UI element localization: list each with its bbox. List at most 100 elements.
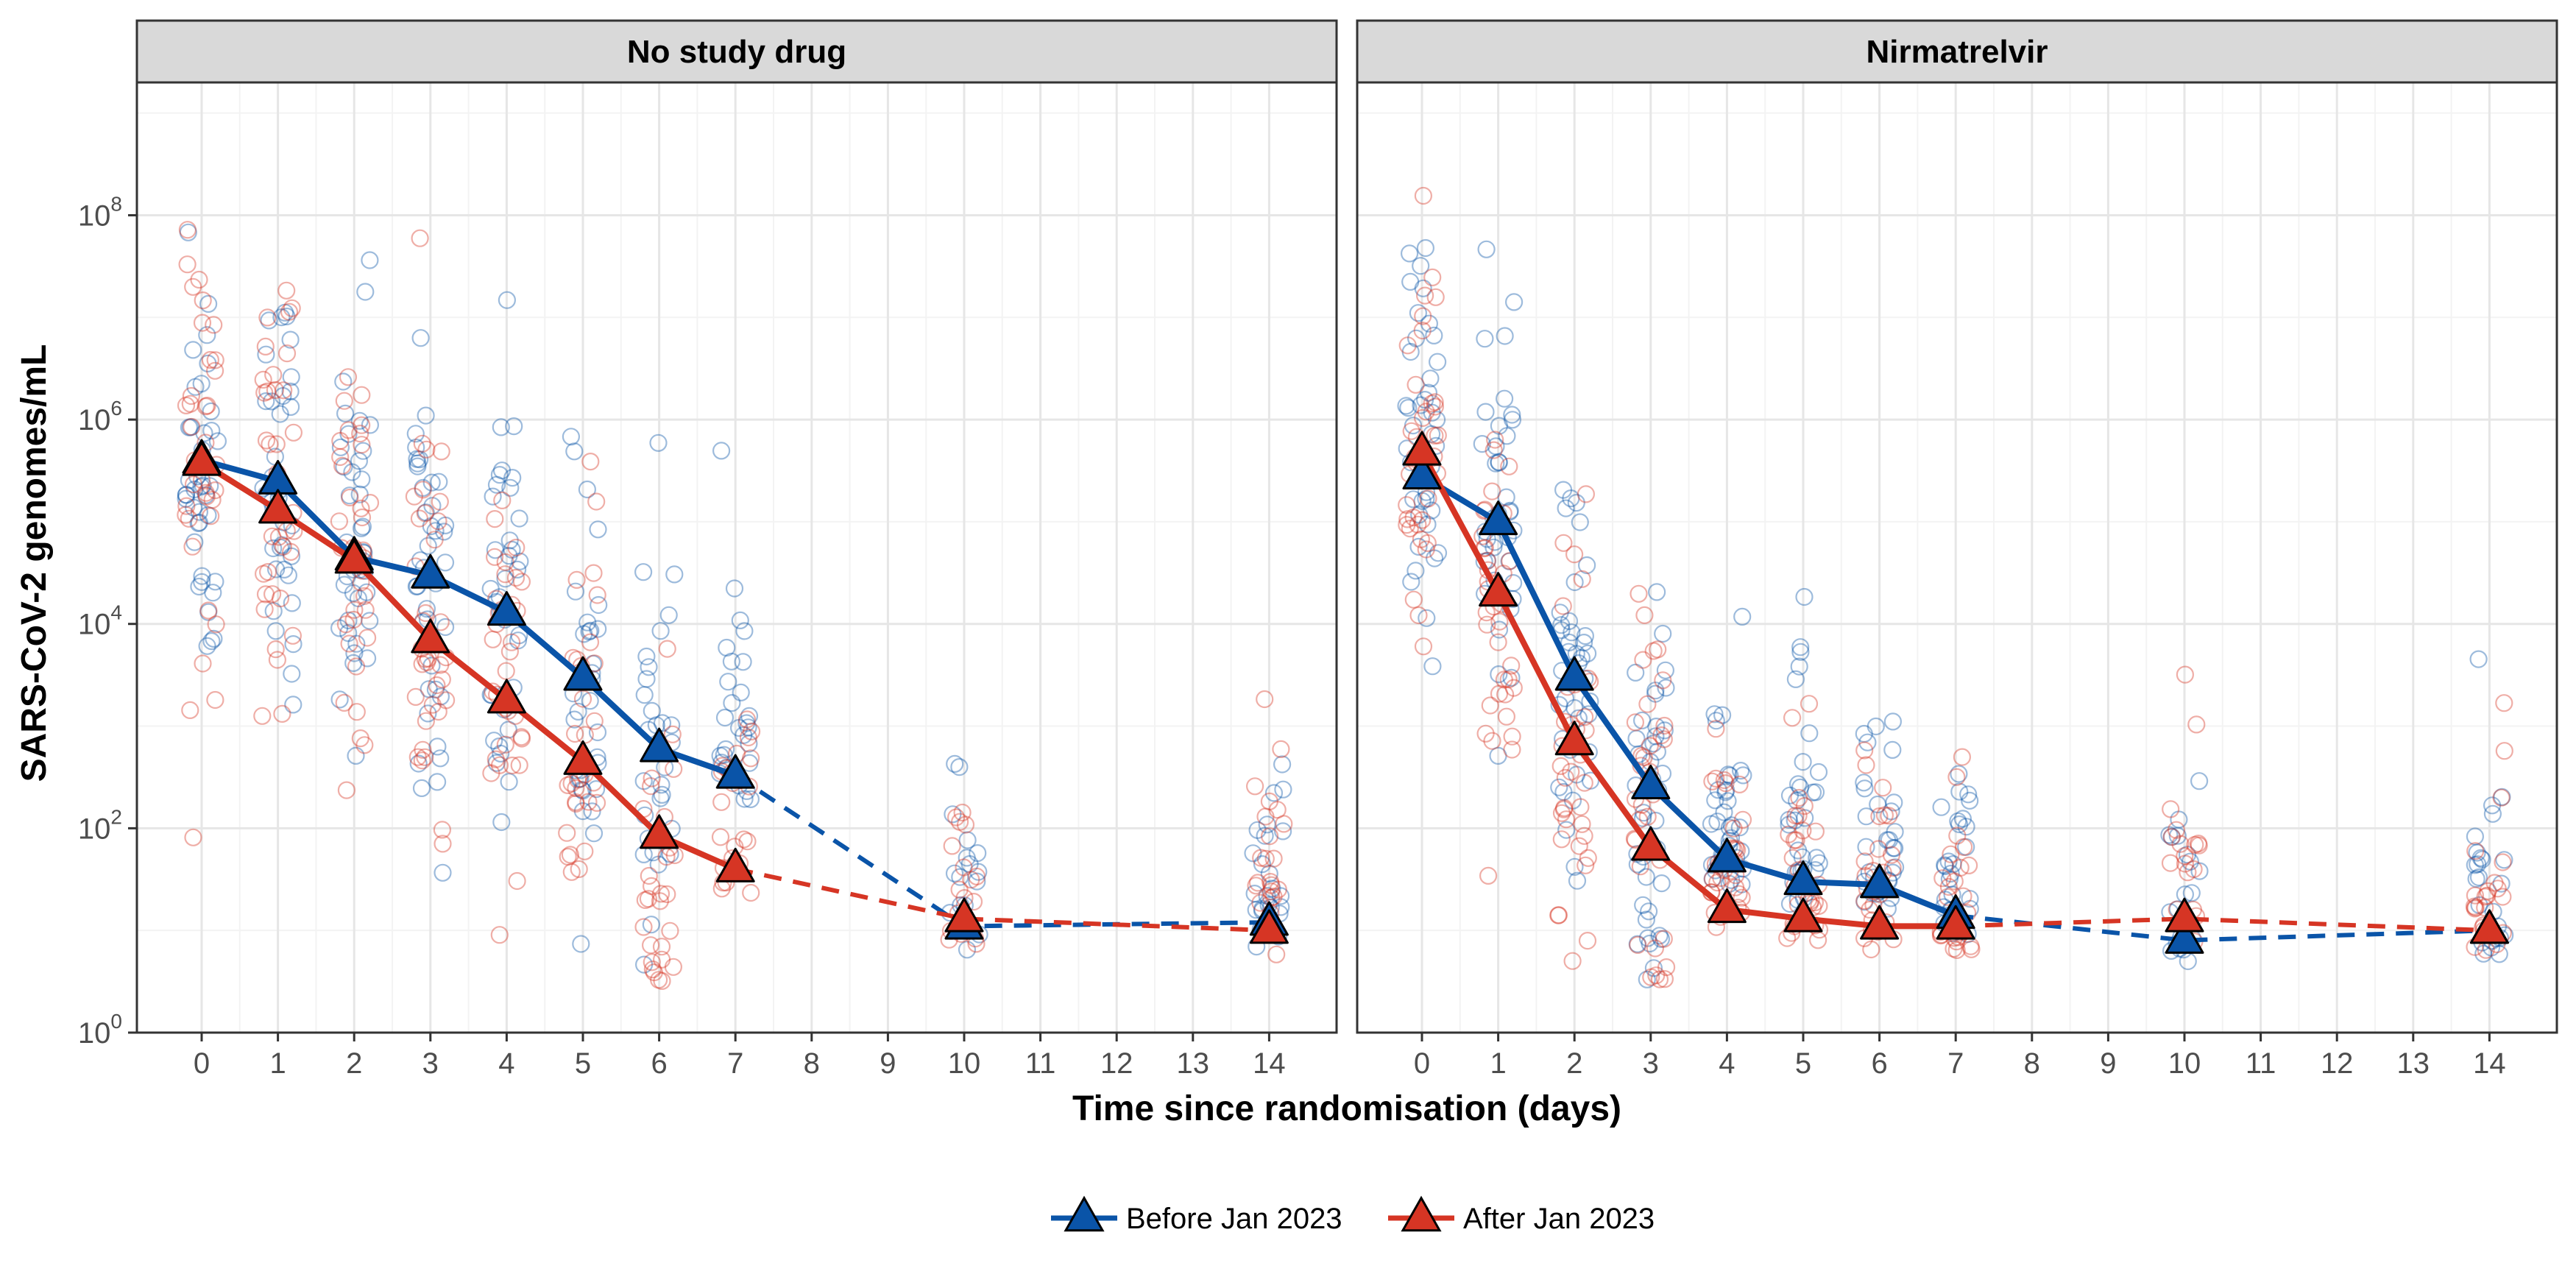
sample-point — [1401, 519, 1419, 538]
sample-point — [1476, 330, 1494, 348]
sample-point — [1869, 840, 1888, 858]
sample-point — [2483, 804, 2502, 823]
sample-point — [1271, 887, 1290, 905]
sample-point — [1708, 873, 1727, 892]
sample-point — [1638, 695, 1657, 713]
sample-point — [1960, 856, 1978, 875]
sample-point — [484, 630, 502, 648]
sample-point — [1707, 769, 1725, 788]
sample-point — [1810, 896, 1828, 916]
sample-point — [417, 406, 435, 425]
sample-point — [2494, 888, 2512, 906]
sample-point — [1557, 499, 1575, 517]
sample-point — [573, 782, 592, 800]
sample-point — [1273, 822, 1292, 841]
sample-point — [1556, 768, 1574, 787]
sample-point — [1412, 396, 1430, 414]
sample-point — [570, 860, 588, 879]
sample-point — [264, 539, 283, 558]
sample-point — [1245, 777, 1264, 796]
sample-point — [1412, 530, 1431, 548]
sample-point — [1498, 427, 1516, 445]
sample-point — [496, 570, 514, 588]
sample-point — [282, 542, 300, 562]
sample-point — [1716, 774, 1735, 793]
sample-point — [1724, 819, 1743, 838]
sample-point — [208, 432, 227, 450]
sample-point — [1503, 411, 1522, 429]
sample-point — [261, 435, 279, 453]
sample-point — [1490, 684, 1509, 703]
sample-point — [280, 302, 299, 321]
sample-point — [202, 631, 221, 651]
sample-point — [953, 803, 972, 822]
sample-point — [197, 397, 215, 416]
sample-point — [1404, 508, 1423, 527]
sample-point — [1862, 940, 1880, 959]
sample-point — [493, 491, 512, 510]
sample-point — [2167, 821, 2185, 839]
sample-point — [1657, 679, 1675, 697]
legend-key-marker — [1401, 1195, 1442, 1232]
sample-point — [1414, 307, 1432, 325]
sample-point — [1947, 941, 1966, 960]
sample-point — [1562, 762, 1580, 781]
sample-point — [1269, 880, 1287, 899]
sample-point — [274, 386, 292, 406]
sample-point — [1953, 810, 1972, 828]
sample-point — [417, 440, 436, 459]
sample-point — [946, 808, 966, 827]
sample-point — [558, 824, 576, 842]
mean-marker — [1707, 888, 1747, 924]
mean-marker — [258, 489, 298, 524]
sample-point — [643, 769, 661, 788]
sample-point — [559, 776, 577, 795]
sample-point — [1874, 779, 1892, 797]
sample-point — [271, 405, 289, 423]
sample-point — [1886, 839, 1904, 857]
sample-point — [1707, 720, 1725, 738]
sample-point — [2468, 843, 2486, 862]
sample-point — [1490, 665, 1508, 684]
sample-point — [282, 547, 301, 565]
sample-point — [2168, 827, 2187, 845]
mean-marker — [563, 740, 603, 775]
sample-point — [1401, 342, 1420, 361]
sample-point — [411, 229, 429, 247]
sample-point — [197, 487, 216, 506]
sample-point — [183, 417, 201, 436]
sample-point — [1409, 606, 1428, 625]
sample-point — [1256, 807, 1275, 826]
sample-point — [1423, 403, 1441, 422]
mean-marker — [2165, 897, 2204, 933]
sample-point — [2483, 796, 2502, 815]
sample-point — [487, 475, 506, 494]
sample-point — [1648, 743, 1666, 761]
x-tick-label: 7 — [727, 1047, 743, 1080]
sample-point — [1644, 735, 1663, 753]
sample-point — [572, 935, 590, 953]
sample-point — [283, 665, 301, 683]
sample-point — [1655, 970, 1674, 988]
sample-point — [740, 735, 758, 753]
sample-point — [575, 625, 593, 643]
sample-point — [199, 354, 217, 372]
mean-marker — [563, 656, 603, 691]
sample-point — [1855, 779, 1874, 798]
sample-point — [330, 690, 349, 709]
sample-point — [653, 972, 671, 991]
sample-point — [492, 461, 512, 480]
mean-marker — [486, 591, 526, 626]
sample-point — [336, 404, 355, 423]
sample-point — [725, 579, 744, 598]
sample-point — [1418, 515, 1437, 534]
sample-point — [1425, 326, 1443, 344]
sample-point — [1948, 827, 1967, 845]
sample-point — [2490, 945, 2508, 963]
sample-point — [1412, 257, 1430, 275]
sample-point — [1503, 727, 1521, 746]
sample-point — [482, 764, 500, 782]
sample-point — [1713, 706, 1732, 724]
facet-title: No study drug — [627, 34, 846, 70]
sample-point — [272, 308, 291, 327]
